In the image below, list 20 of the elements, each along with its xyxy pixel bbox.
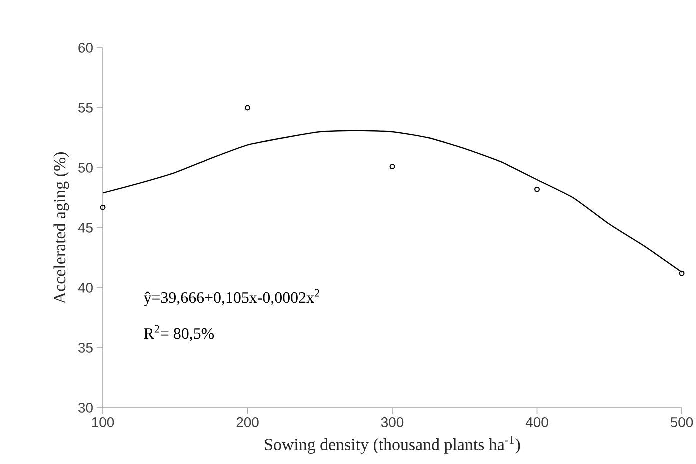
- y-axis-title: Accelerated aging (%): [54, 152, 70, 304]
- y-tick-label: 55: [78, 103, 93, 113]
- annotation: ŷ=39,666+0,105x-0,0002x$^{2}$: [144, 289, 320, 306]
- y-tick-label: 60: [78, 43, 93, 53]
- x-axis-title: Sowing density (thousand plants ha$^{-1}$): [265, 436, 520, 454]
- annotation: R$^{2}$= 80,5%: [144, 325, 214, 342]
- point: [245, 105, 250, 111]
- y-tick-label: 40: [78, 283, 93, 293]
- y-tick-label: 30: [78, 403, 93, 413]
- point: [100, 204, 106, 210]
- x-tick-label: 200: [236, 417, 259, 428]
- x-tick-label: 100: [92, 417, 114, 428]
- point: [390, 164, 396, 170]
- y-tick-label: 45: [78, 223, 93, 233]
- y-tick-label: 50: [78, 163, 93, 173]
- x-tick-label: 400: [526, 417, 548, 428]
- x-tick-label: 300: [381, 417, 404, 428]
- x-tick-label: 500: [670, 417, 694, 428]
- point: [534, 186, 540, 192]
- y-tick-label: 35: [78, 343, 93, 353]
